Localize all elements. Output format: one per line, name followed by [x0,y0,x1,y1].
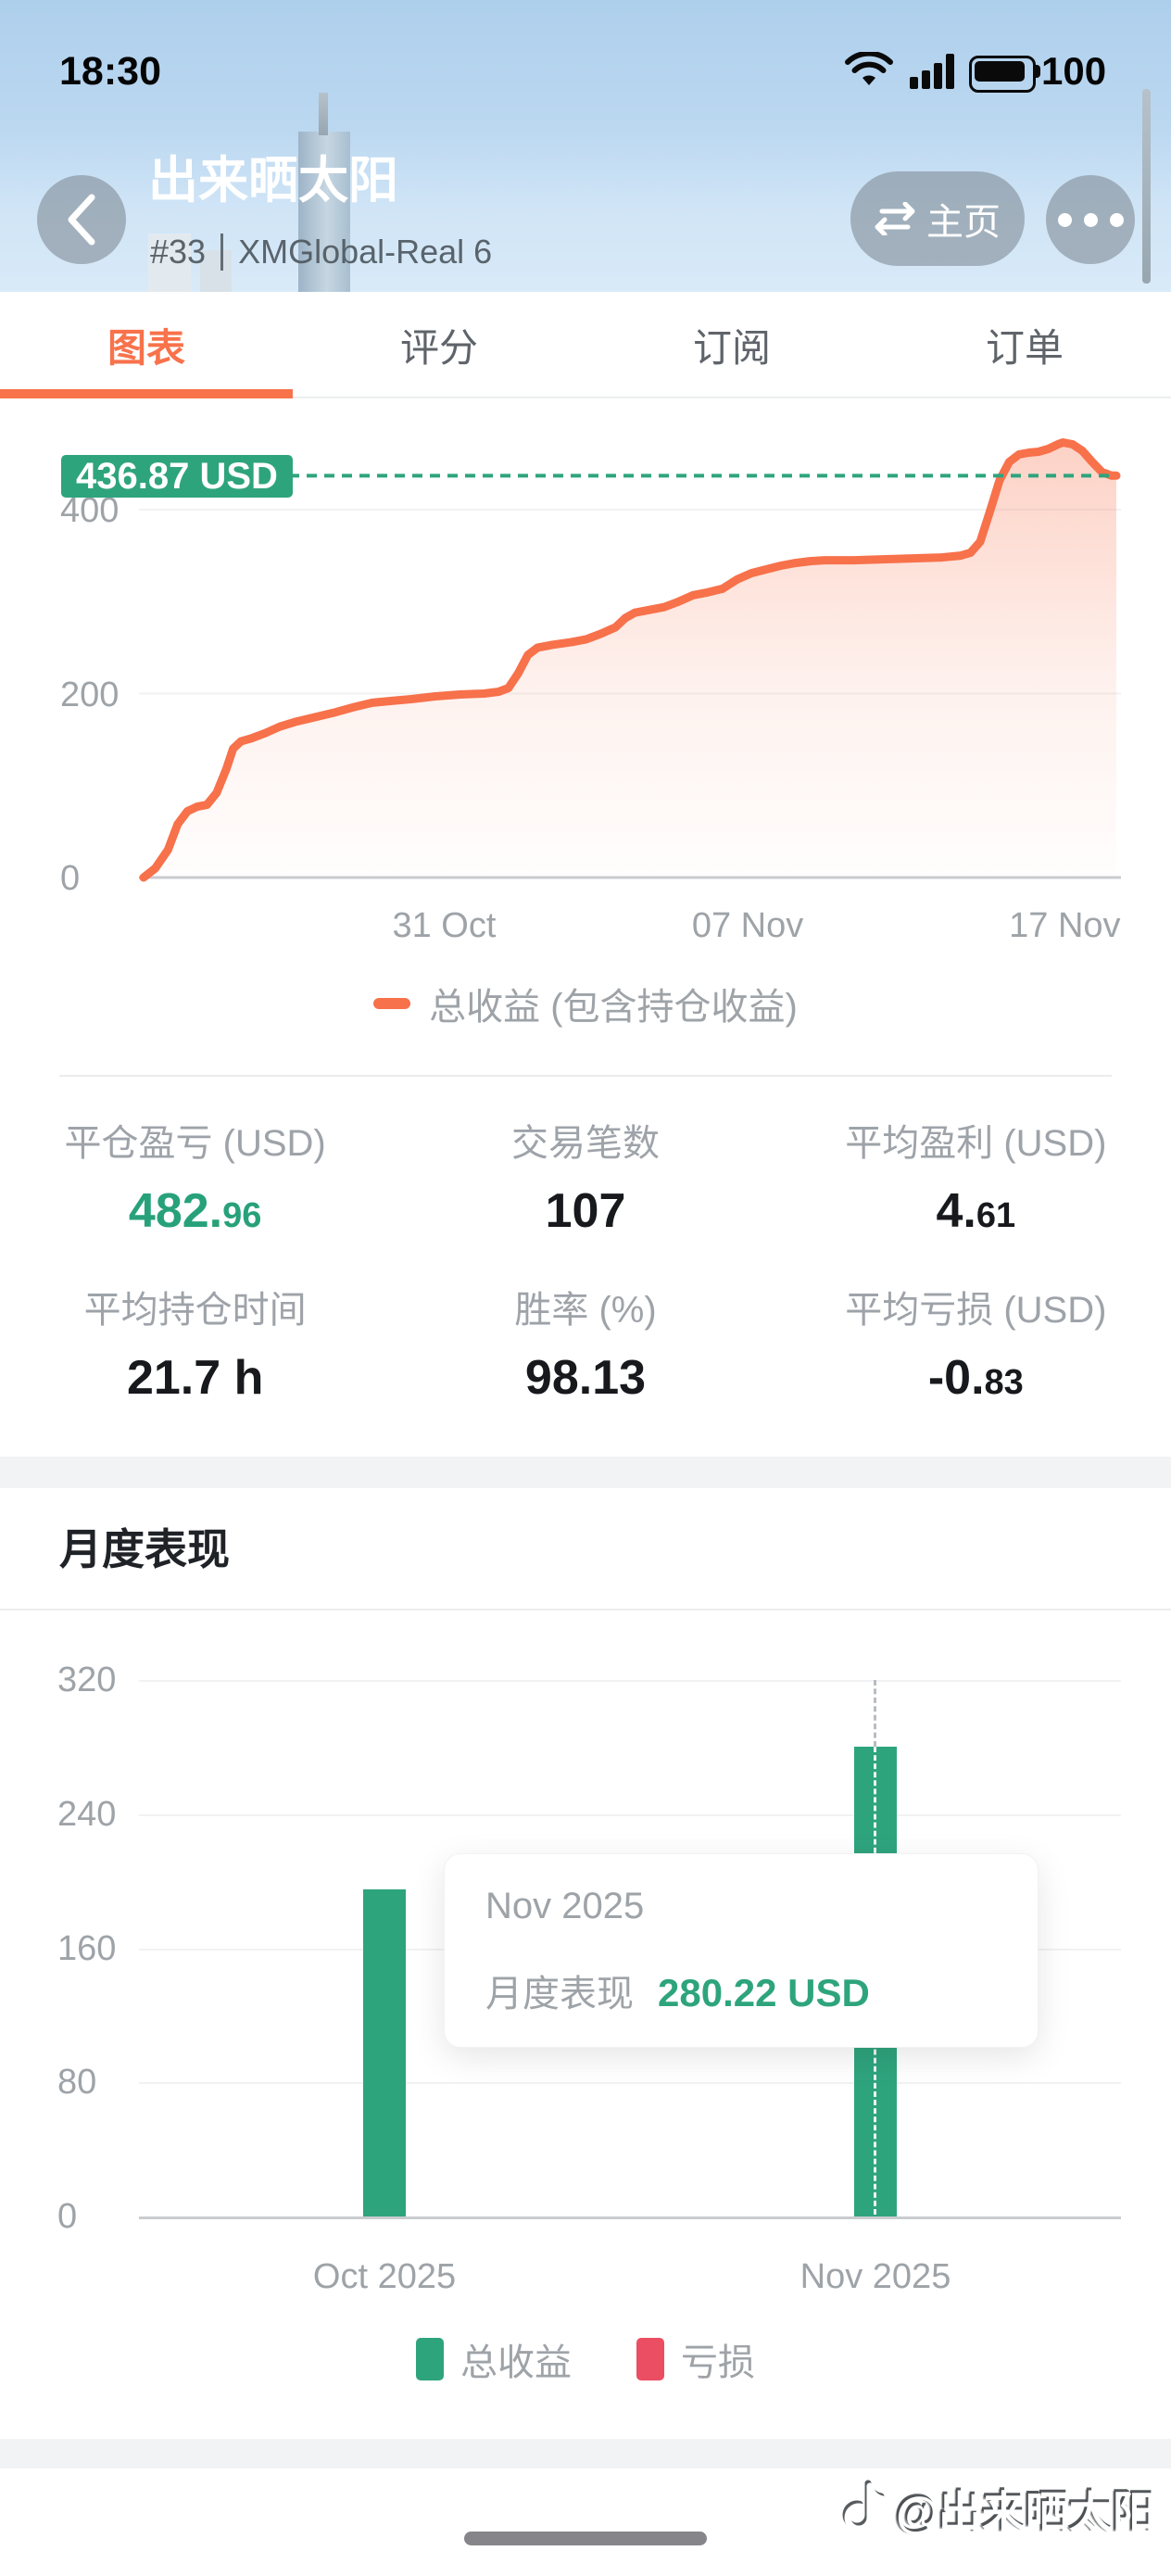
profit-x-tick: 07 Nov [691,906,804,945]
building-silhouette [148,234,191,292]
legend-item-loss[interactable]: 亏损 [636,2332,755,2386]
battery-icon [969,56,1036,93]
ellipsis-dot [1057,212,1072,227]
profit-x-tick: 17 Nov [1009,906,1121,945]
profit-y-tick: 400 [60,491,120,530]
profit-y-tick: 0 [60,859,81,898]
watermark: @出来晒太阳 [842,2476,1156,2541]
ellipsis-dot [1109,212,1124,227]
stat-label: 胜率 (%) [514,1290,657,1331]
profit-line [139,438,1121,882]
bar-x-tick: Nov 2025 [800,2257,951,2296]
watermark-handle: @出来晒太阳 [896,2487,1156,2537]
profit-chart-legend[interactable]: 总收益 (包含持仓收益) [0,979,1171,1029]
bar-chart-tooltip: Nov 2025 月度表现 280.22 USD [444,1853,1039,2048]
cellular-signal-icon [910,54,958,89]
more-options-button[interactable] [1046,175,1135,264]
bar-y-tick: 240 [57,1794,117,1834]
stats-values-row-1: 482.96 107 4.61 [0,1179,1171,1249]
legend-item-profit[interactable]: 总收益 [416,2332,572,2386]
bottom-separator [0,2439,1171,2469]
stat-value-avg-loss: -0.83 [927,1351,1024,1405]
douyin-logo-icon [844,2482,887,2532]
tab-rating[interactable]: 评分 [399,326,478,370]
monthly-section-title: 月度表现 [59,1525,230,1573]
bar-chart-legend: 总收益 亏损 [0,2333,1171,2385]
home-button-label: 主页 [926,202,1001,243]
tab-divider [0,397,1171,398]
skyscraper-spire [319,93,328,135]
stats-divider [59,1075,1112,1077]
canton-tower-silhouette [1142,89,1151,284]
chevron-left-icon [68,194,95,246]
home-indicator[interactable] [464,2532,707,2545]
bar-hover-dashed-line [874,1680,876,1747]
legend-swatch-loss [636,2338,664,2380]
bar-y-tick: 160 [57,1928,117,1968]
stats-values-row-2: 21.7 h 98.13 -0.83 [0,1345,1171,1416]
bar-gridline [139,2216,1121,2219]
stat-value-avg-holding-time: 21.7 h [126,1351,264,1405]
stat-label: 平均持仓时间 [83,1290,307,1331]
active-tab-indicator [0,389,293,398]
stat-label: 交易笔数 [510,1123,660,1164]
subtitle-separator [220,234,224,271]
current-value-badge: 436.87 USD [61,455,293,498]
trader-home-button[interactable]: 主页 [850,171,1025,266]
stats-labels-row-1: 平仓盈亏 (USD) 交易笔数 平均盈利 (USD) [0,1121,1171,1166]
legend-label-loss: 亏损 [681,2342,755,2383]
stat-label: 平仓盈亏 (USD) [64,1123,326,1164]
legend-line-swatch [373,998,411,1009]
tooltip-value: 280.22 USD [658,1971,870,2014]
trader-account-subtitle: #33 XMGlobal-Real 6 [150,232,854,272]
stat-value-avg-profit: 4.61 [936,1184,1016,1238]
stat-value-win-rate: 98.13 [524,1351,647,1405]
stats-labels-row-2: 平均持仓时间 胜率 (%) 平均亏损 (USD) [0,1288,1171,1332]
back-button[interactable] [37,175,126,264]
monthly-section-divider [0,1609,1171,1610]
skyscraper-silhouette [298,132,350,292]
bar-gridline [139,2082,1121,2085]
tooltip-series-label: 月度表现 [485,1974,634,2014]
profit-area-fill [144,442,1116,878]
bar-y-tick: 320 [57,1661,117,1699]
swap-arrows-icon [875,202,915,235]
bar-x-tick: Oct 2025 [312,2257,457,2296]
ellipsis-dot [1083,212,1098,227]
bar-gridline [139,1813,1121,1816]
stat-label: 平均盈利 (USD) [845,1123,1107,1164]
profit-y-tick: 200 [60,675,120,714]
tab-chart[interactable]: 图表 [107,326,185,370]
tab-orders[interactable]: 订单 [985,326,1064,370]
bar-oct-2025[interactable] [363,1889,406,2216]
profit-area-chart[interactable] [0,398,1171,919]
profit-x-tick: 31 Oct [392,906,497,945]
tab-bar: 图表 评分 订阅 订单 [0,292,1171,398]
legend-swatch-profit [416,2338,444,2380]
stat-label: 平均亏损 (USD) [845,1290,1107,1331]
trader-rank: #33 [150,233,207,271]
battery-tip [1036,65,1040,78]
bar-gridline [139,1680,1121,1682]
profile-cover-photo [0,0,1171,292]
legend-series-name: 总收益 (包含持仓收益) [429,987,798,1028]
wifi-icon [845,52,893,85]
bar-y-tick: 0 [57,2197,78,2236]
legend-label-profit: 总收益 [460,2342,572,2383]
tab-subscribe[interactable]: 订阅 [692,326,771,370]
trader-account: XMGlobal-Real 6 [238,233,493,271]
battery-percent: 100 [1041,49,1107,93]
status-time: 18:30 [59,49,161,94]
stat-value-trades: 107 [545,1184,626,1238]
trader-name-title: 出来晒太阳 [148,153,398,208]
tooltip-title: Nov 2025 [485,1886,645,1926]
stat-value-closed-pnl: 482.96 [128,1184,262,1238]
bar-y-tick: 80 [57,2063,97,2102]
building-silhouette [200,250,232,292]
section-separator [0,1457,1171,1488]
